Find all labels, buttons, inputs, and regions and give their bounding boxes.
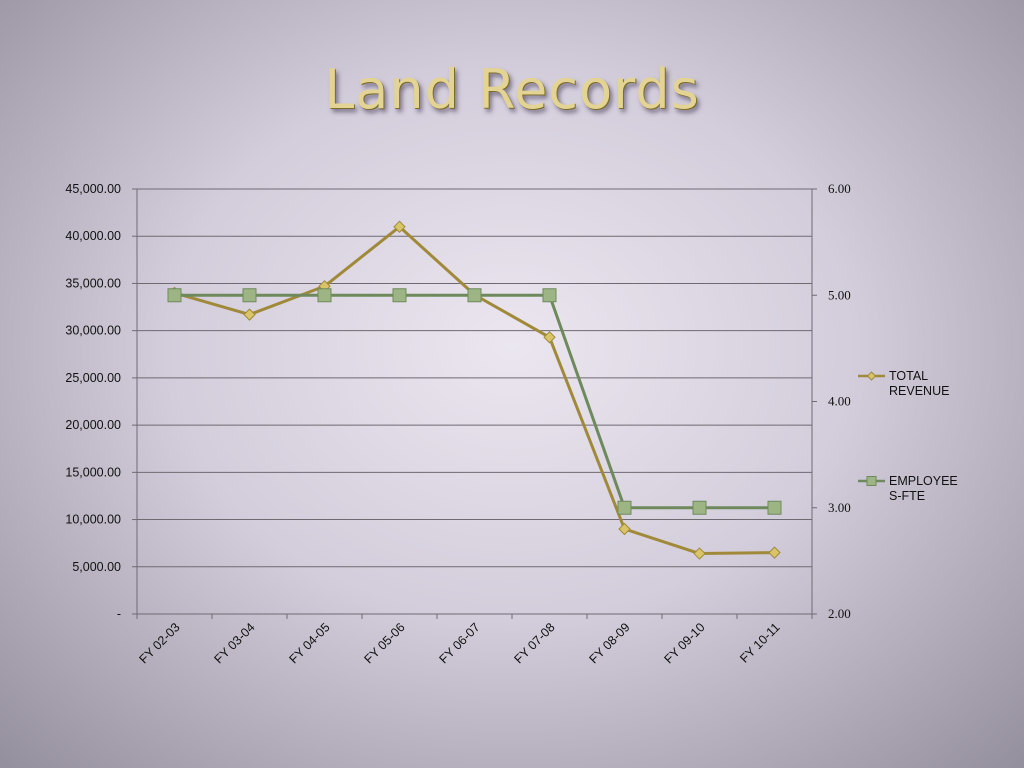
x-tick-label: FY 03-04 xyxy=(212,620,258,666)
legend-marker-square xyxy=(866,476,877,486)
x-tick-label: FY 08-09 xyxy=(587,620,633,666)
y-left-tick-label: 45,000.00 xyxy=(65,182,121,196)
x-tick-label: FY 02-03 xyxy=(137,620,183,666)
data-point-employees-fte xyxy=(242,288,257,303)
y-left-tick-label: 25,000.00 xyxy=(65,371,121,385)
data-point-total-revenue xyxy=(543,331,556,344)
y-left-tick-label: 30,000.00 xyxy=(65,324,121,338)
y-right-tick-label: 6.00 xyxy=(828,181,851,196)
y-left-tick-label: 40,000.00 xyxy=(65,229,121,243)
data-point-total-revenue xyxy=(243,308,256,321)
series-line-total-revenue xyxy=(174,225,775,556)
y-left-tick-label: 15,000.00 xyxy=(65,465,121,479)
legend-marker-diamond xyxy=(866,371,877,381)
data-point-employees-fte xyxy=(617,500,632,515)
x-tick-label: FY 07-08 xyxy=(512,620,558,666)
data-point-total-revenue xyxy=(768,546,781,559)
x-tick-label: FY 06-07 xyxy=(437,620,483,666)
x-tick-label: FY 10-11 xyxy=(737,620,782,665)
data-point-total-revenue xyxy=(693,547,706,560)
data-point-employees-fte xyxy=(692,500,707,515)
data-point-employees-fte xyxy=(167,288,182,303)
slide-title: Land Records xyxy=(324,58,700,121)
data-point-total-revenue xyxy=(393,220,406,233)
y-right-tick-label: 2.00 xyxy=(828,606,851,621)
x-tick-label: FY 04-05 xyxy=(287,620,333,666)
data-point-employees-fte xyxy=(542,288,557,303)
data-point-total-revenue xyxy=(618,522,631,536)
y-left-tick-label: 35,000.00 xyxy=(65,276,121,290)
legend-label: REVENUE xyxy=(889,384,949,398)
x-tick-label: FY 09-10 xyxy=(662,620,708,666)
data-point-employees-fte xyxy=(767,500,782,515)
data-point-employees-fte xyxy=(392,288,407,303)
y-right-tick-label: 5.00 xyxy=(828,287,851,302)
x-tick-label: FY 05-06 xyxy=(362,620,408,666)
y-right-tick-label: 3.00 xyxy=(828,500,851,515)
y-right-tick-label: 4.00 xyxy=(828,394,851,409)
y-left-tick-label: - xyxy=(117,607,121,621)
series-line-employees-fte xyxy=(174,293,775,510)
legend-label: EMPLOYEE xyxy=(889,474,958,488)
y-left-tick-label: 5,000.00 xyxy=(72,560,121,574)
data-point-employees-fte xyxy=(317,288,332,303)
legend-label: TOTAL xyxy=(889,369,928,383)
data-point-employees-fte xyxy=(467,288,482,303)
y-left-tick-label: 10,000.00 xyxy=(65,513,121,527)
legend-label: S-FTE xyxy=(889,489,925,503)
y-left-tick-label: 20,000.00 xyxy=(65,418,121,432)
